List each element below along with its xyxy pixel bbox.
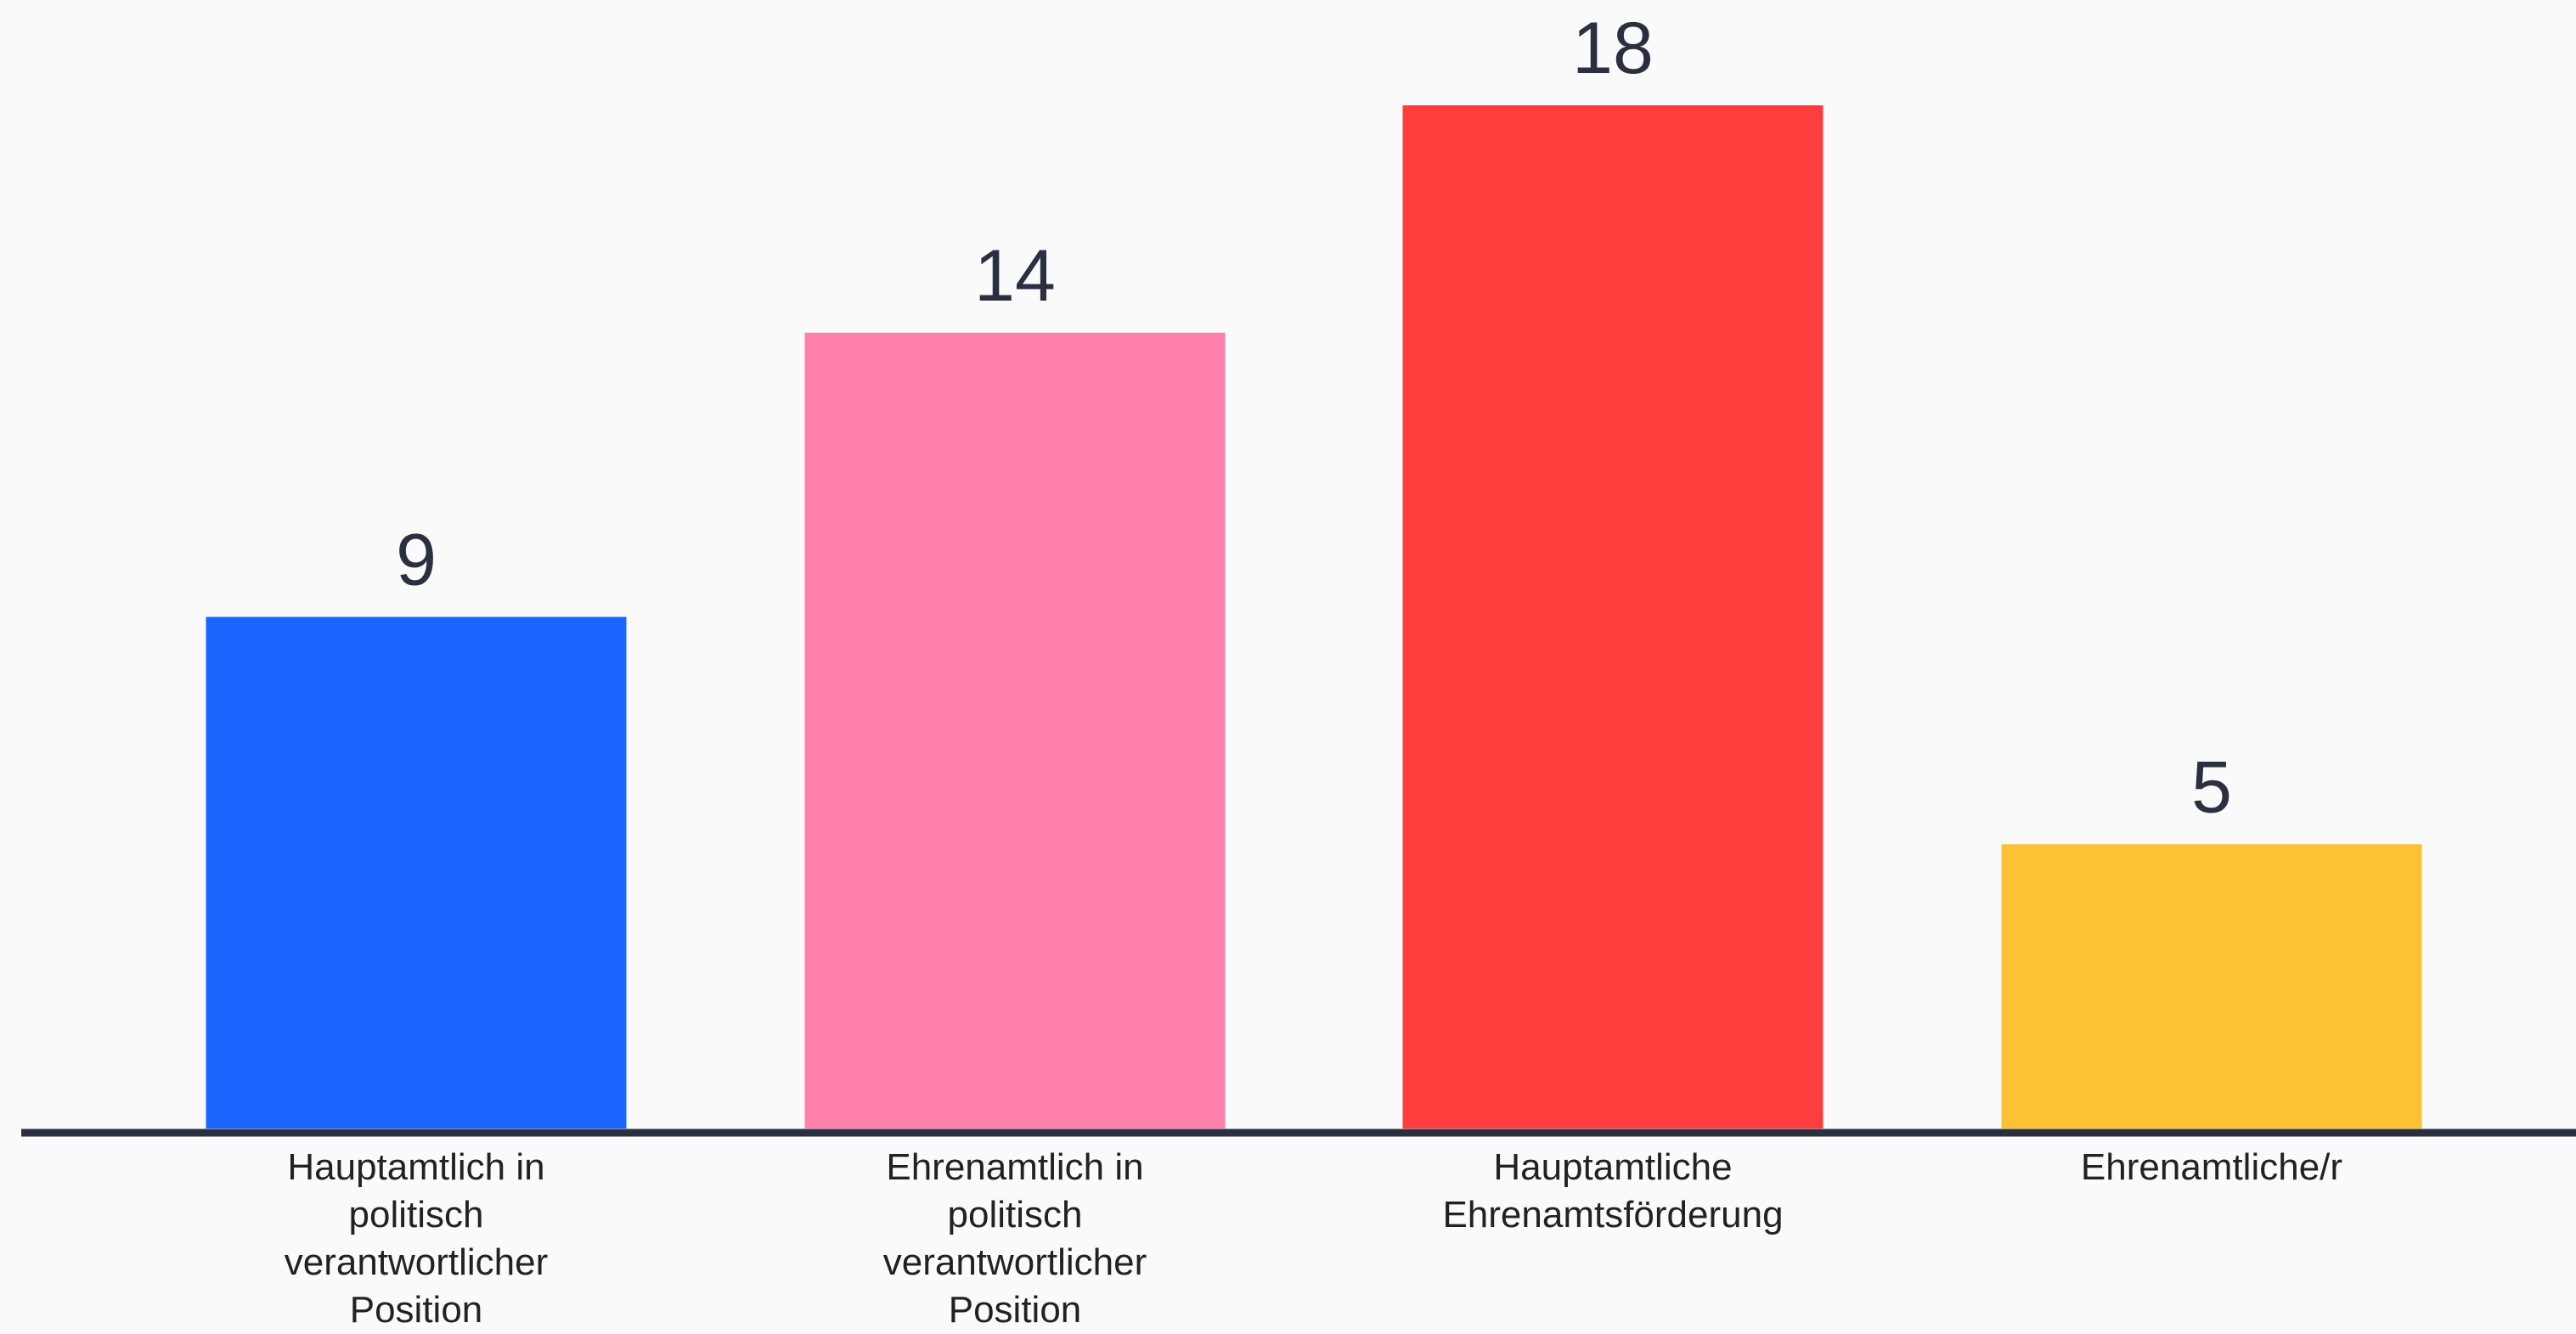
bar-value-label: 18 <box>1572 8 1654 89</box>
bar-value-label: 5 <box>2191 746 2232 828</box>
bars-layer <box>206 105 2422 1129</box>
bar-value-label: 9 <box>396 520 437 601</box>
category-label: Ehrenamtlich in politisch verantwortlich… <box>882 1146 1147 1331</box>
category-label: Ehrenamtliche/r <box>2080 1146 2343 1188</box>
category-label: Hauptamtliche Ehrenamtsförderung <box>1442 1146 1784 1235</box>
category-label: Hauptamtlich in politisch verantwortlich… <box>284 1146 549 1331</box>
bar <box>206 616 627 1129</box>
bar <box>2001 844 2422 1129</box>
bar <box>804 332 1226 1129</box>
value-labels-layer: 9 14 18 5 <box>396 8 2232 828</box>
bar-value-label: 14 <box>974 235 1056 317</box>
bar <box>1402 105 1823 1129</box>
